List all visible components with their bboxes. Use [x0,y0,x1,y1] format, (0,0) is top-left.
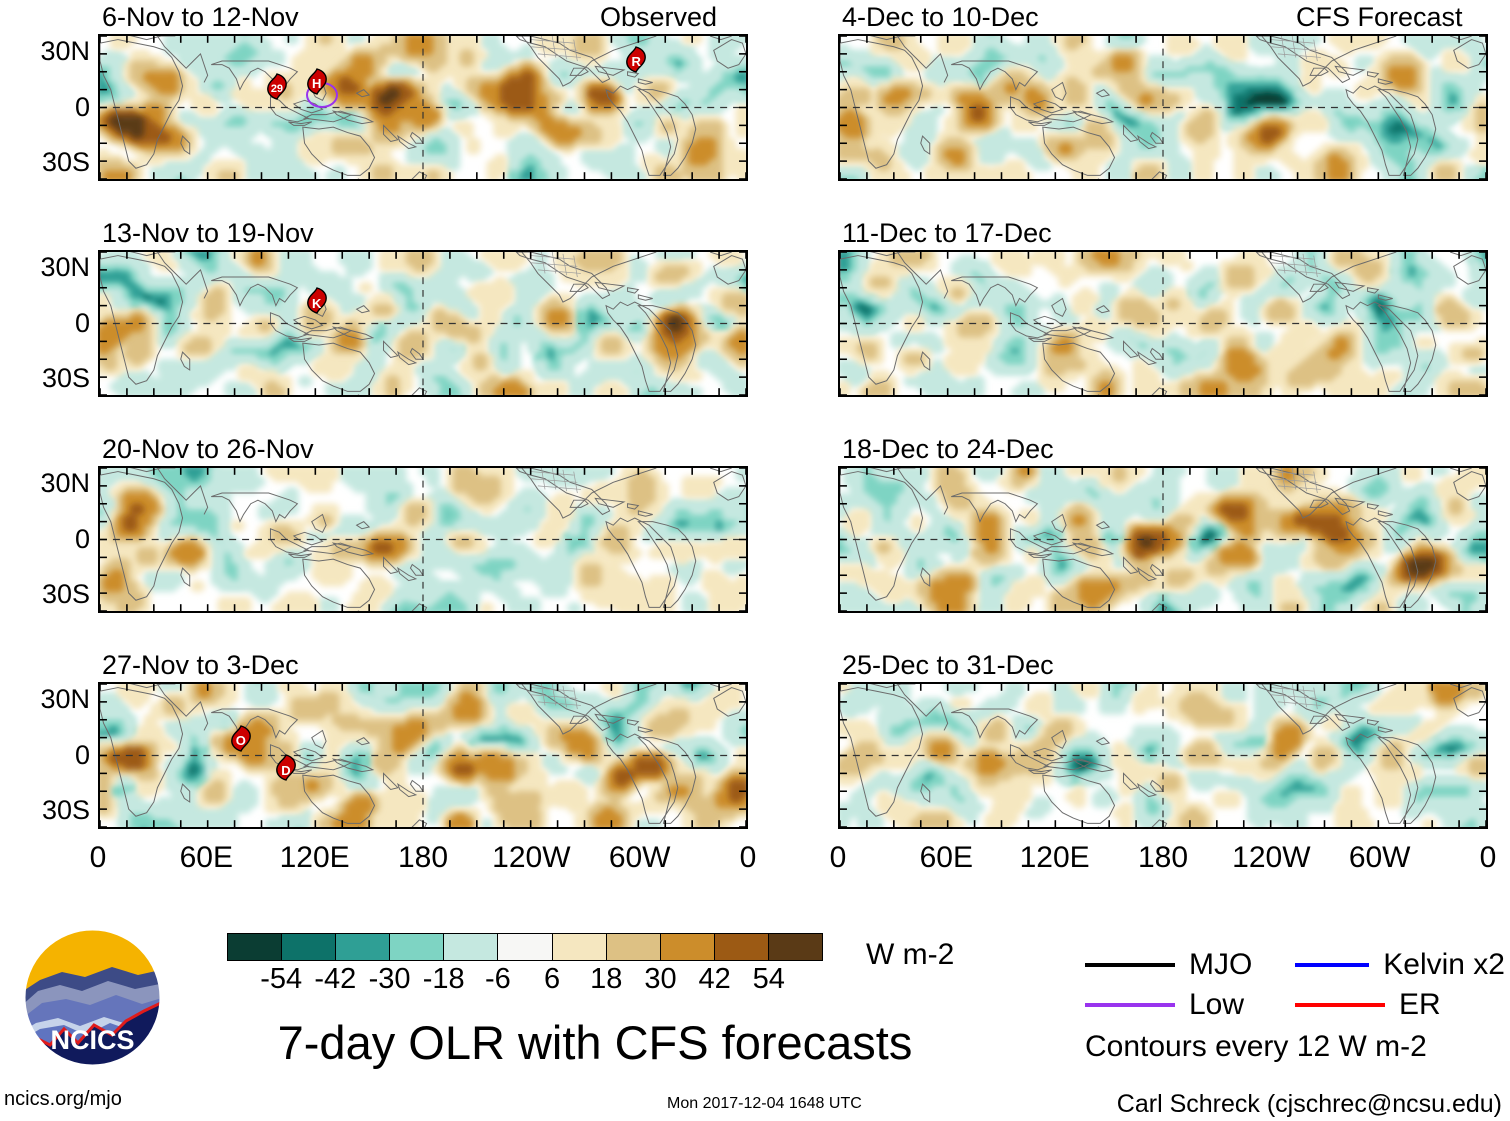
legend-item-kelvin: Kelvin x2 [1295,950,1505,980]
y-tick-0-obs-1: 0 [74,91,90,122]
y-tick-30S-obs-4: 30S [41,794,90,825]
x-tick-left-0-6: 0 [739,841,757,874]
colorbar-band-8 [660,934,715,960]
panel-title-fcst-3: 18-Dec to 24-Dec [842,434,1054,464]
legend-row-1: MJO Kelvin x2 [1085,945,1505,985]
y-tick-30N-obs-2: 30N [40,252,90,283]
x-tick-left-60E-1: 60E [179,841,234,874]
wave-legend: MJO Kelvin x2 Low ER [1085,945,1505,1025]
legend-label-low: Low [1189,988,1245,1021]
y-tick-30N-obs-4: 30N [40,684,90,715]
colorbar-tick-18: 18 [590,963,623,995]
panel-title-fcst-1: 4-Dec to 10-Dec [842,2,1039,32]
map-obs-3[interactable] [98,466,748,613]
legend-label-er: ER [1399,988,1441,1021]
figure-title: 7-day OLR with CFS forecasts [277,1016,913,1069]
author-credit: Carl Schreck (cjschrec@ncsu.edu) [1116,1090,1502,1118]
map-fcst-3[interactable] [838,466,1488,613]
colorbar-tick--54: -54 [260,963,303,995]
colorbar-tick--6: -6 [485,963,511,995]
legend-item-low: Low [1085,990,1295,1020]
colorbar-band-3 [390,934,445,960]
y-tick-0-obs-4: 0 [74,739,90,770]
x-tick-right-120E-2: 120E [1019,841,1090,874]
colorbar-band-5 [498,934,553,960]
colorbar-band-2 [336,934,391,960]
y-tick-30N-obs-1: 30N [40,36,90,67]
x-tick-left-120W-4: 120W [492,841,571,874]
panel-title-obs-1: 6-Nov to 12-Nov [102,2,299,32]
panel-title-obs-2: 13-Nov to 19-Nov [102,218,314,248]
map-obs-2[interactable]: K [98,250,748,397]
map-fcst-1[interactable] [838,34,1488,181]
y-tick-30S-obs-1: 30S [41,146,90,177]
ncics-logo[interactable]: NCICS [20,925,165,1070]
map-obs-1[interactable]: 29 H R [98,34,748,181]
column-header-left: Observed [600,2,718,32]
ncics-logo-text: NCICS [50,1025,134,1055]
x-tick-left-0-0: 0 [89,841,107,874]
x-tick-right-0-0: 0 [829,841,847,874]
colorbar-band-10 [768,934,823,960]
y-tick-30S-obs-3: 30S [41,578,90,609]
colorbar-tick-30: 30 [644,963,677,995]
map-fcst-4[interactable] [838,682,1488,829]
x-tick-right-120W-4: 120W [1232,841,1311,874]
mjo-line-swatch [1085,963,1175,967]
legend-label-mjo: MJO [1189,948,1253,981]
panel-title-obs-4: 27-Nov to 3-Dec [102,650,299,680]
kelvin-line-swatch [1295,963,1370,967]
colorbar-tick-42: 42 [698,963,731,995]
x-tick-left-120E-2: 120E [279,841,350,874]
legend-item-er: ER [1295,990,1505,1020]
colorbar-tick-6: 6 [544,963,561,995]
low-line-swatch [1085,1003,1175,1007]
x-tick-right-60E-1: 60E [919,841,974,874]
legend-row-2: Low ER [1085,985,1505,1025]
x-tick-left-180-3: 180 [397,841,449,874]
x-tick-right-180-3: 180 [1137,841,1189,874]
panel-title-fcst-2: 11-Dec to 17-Dec [842,218,1052,248]
y-tick-0-obs-2: 0 [74,307,90,338]
colorbar-band-1 [282,934,337,960]
colorbar-band-0 [228,934,283,960]
legend-label-kelvin: Kelvin x2 [1383,948,1505,981]
colorbar-tick--18: -18 [422,963,465,995]
legend-item-mjo: MJO [1085,950,1295,980]
x-tick-right-0-6: 0 [1479,841,1497,874]
colorbar-tick-54: 54 [752,963,785,995]
y-tick-30S-obs-2: 30S [41,362,90,393]
colorbar-tick-labels: -54 -42 -30 -18 -6 6 18 30 42 54 [227,965,823,999]
colorbar-band-7 [606,934,661,960]
ncics-url[interactable]: ncics.org/mjo [4,1088,122,1110]
column-header-right: CFS Forecast [1296,2,1463,32]
x-tick-left-60W-5: 60W [608,841,671,874]
colorbar [227,933,823,961]
panel-title-obs-3: 20-Nov to 26-Nov [102,434,314,464]
panel-title-fcst-4: 25-Dec to 31-Dec [842,650,1054,680]
colorbar-units-label: W m-2 [866,938,955,971]
ncics-logo-svg: NCICS [23,928,162,1067]
colorbar-band-9 [714,934,769,960]
colorbar-tick--42: -42 [314,963,357,995]
colorbar-band-4 [444,934,499,960]
colorbar-tick--30: -30 [368,963,411,995]
map-fcst-2[interactable] [838,250,1488,397]
contour-interval-note: Contours every 12 W m-2 [1085,1030,1427,1063]
er-line-swatch [1295,1003,1385,1007]
x-tick-right-60W-5: 60W [1348,841,1411,874]
colorbar-band-6 [552,934,607,960]
y-tick-30N-obs-3: 30N [40,468,90,499]
y-tick-0-obs-3: 0 [74,523,90,554]
generation-timestamp: Mon 2017-12-04 1648 UTC [667,1095,862,1112]
